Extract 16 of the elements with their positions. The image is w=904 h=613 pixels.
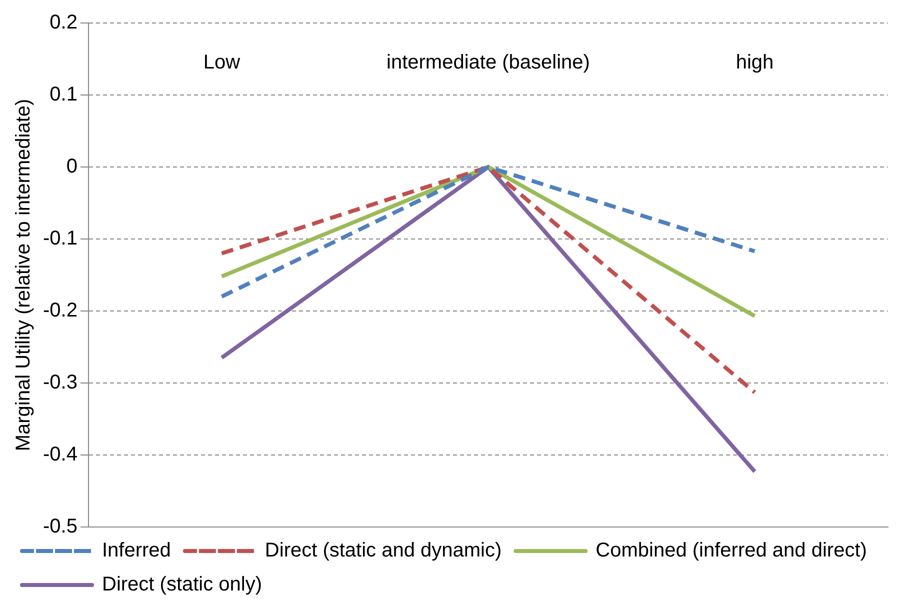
legend-label: Direct (static and dynamic): [264, 540, 502, 562]
y-tick-label: -0.1: [42, 228, 78, 250]
x-tick-label: high: [736, 52, 774, 74]
y-tick-label: -0.3: [42, 372, 78, 394]
y-tick-label: -0.5: [42, 516, 78, 538]
legend-label: Direct (static only): [102, 574, 262, 596]
y-tick-label: 0.2: [50, 12, 78, 34]
x-tick-label: Low: [203, 52, 241, 74]
y-tick-label: 0.1: [50, 84, 78, 106]
x-tick-label: intermediate (baseline): [386, 52, 590, 74]
y-tick-label: -0.4: [42, 444, 78, 466]
legend-label: Inferred: [102, 540, 171, 562]
legend-label: Combined (inferred and direct): [596, 540, 867, 562]
y-tick-label: -0.2: [42, 300, 78, 322]
y-tick-label: 0: [66, 156, 78, 178]
y-axis-title: Marginal Utility (relative to intermediate): [12, 98, 35, 452]
